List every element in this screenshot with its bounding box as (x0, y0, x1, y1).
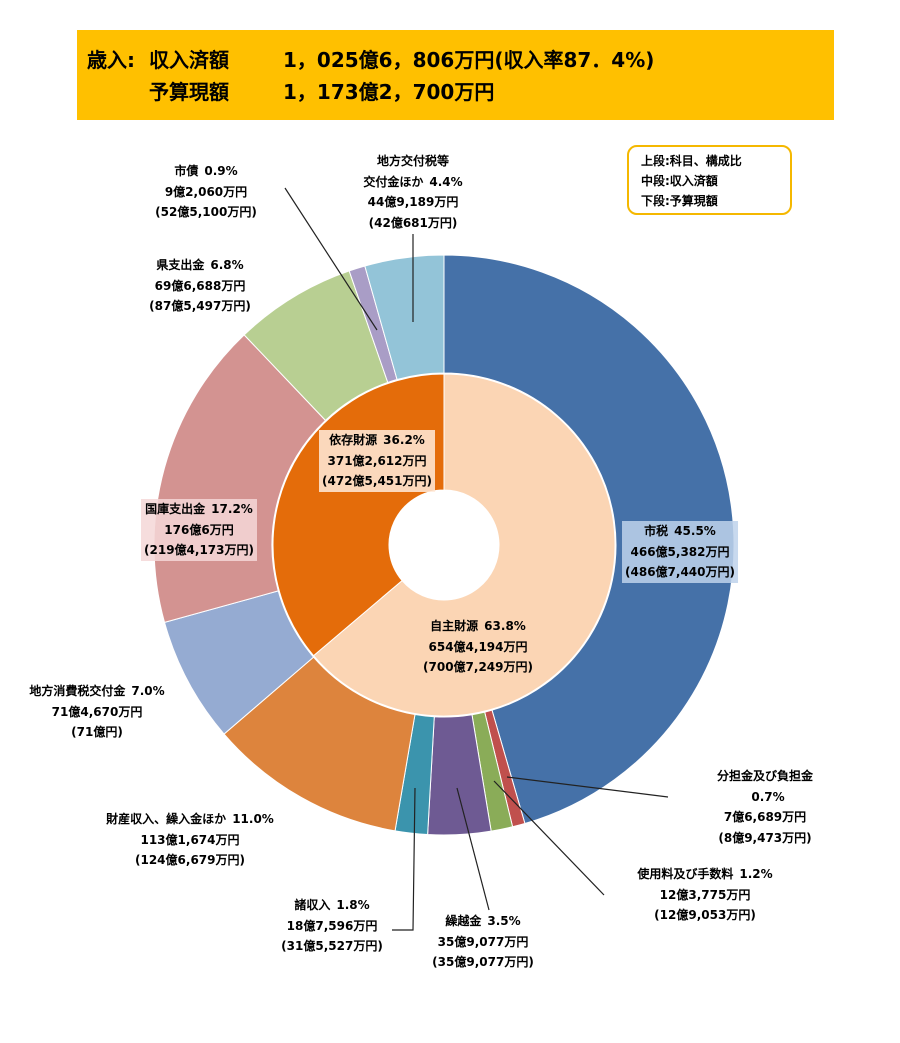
category-label: 分担金及び負担金 (716, 769, 813, 783)
header-value: 1，025億6，806万円(収入率87．4%) (283, 48, 655, 72)
amount-label: 7億6,689万円 (723, 810, 807, 824)
label-line: 市債 0.9% (155, 161, 257, 182)
budget-label: (12億9,053万円) (654, 908, 756, 922)
segment-label: 財産収入、繰入金ほか 11.0% 113億1,674万円 (124億6,679万円) (103, 809, 277, 871)
donut-segment (312, 373, 616, 717)
budget-label: (42億681万円) (368, 215, 458, 230)
value-label: 7.0% (131, 684, 165, 698)
label-line: 財産収入、繰入金ほか 11.0% (106, 809, 274, 830)
amount-label: 113億1,674万円 (140, 832, 240, 847)
note-line: 中段:収入済額 (641, 174, 718, 188)
value-label: 1.8% (336, 898, 370, 912)
amount-label: 176億6万円 (164, 522, 234, 537)
label-line: 依存財源 36.2% (322, 430, 432, 451)
header: 歳入: 収入済額 1，025億6，806万円(収入率87．4%) 予算現額 1，… (77, 30, 834, 120)
amount-label: 71億4,670万円 (51, 704, 143, 719)
category-label: 繰越金 (445, 914, 482, 928)
value-label: 63.8% (484, 619, 526, 633)
amount-label: 654億4,194万円 (428, 639, 528, 654)
leader-line (284, 187, 378, 331)
amount-label: 18億7,596万円 (286, 918, 378, 933)
header-prefix: 歳入: (87, 48, 135, 72)
value-label: 3.5% (487, 914, 521, 928)
leader-line (493, 780, 605, 896)
value-label: 0.9% (204, 164, 238, 178)
leader-line (506, 776, 669, 798)
leader-line (392, 787, 416, 931)
budget-label: (35億9,077万円) (432, 955, 534, 969)
label-line: 諸収入 1.8% (281, 895, 383, 916)
category-label: 財産収入、繰入金ほか (106, 812, 227, 826)
amount-label: 466億5,382万円 (630, 544, 730, 559)
budget-label: (52億5,100万円) (155, 205, 257, 219)
category-label: 地方消費税交付金 (29, 684, 126, 698)
value-label: 11.0% (232, 812, 274, 826)
donut-segment (443, 254, 735, 825)
value-label: 6.8% (210, 258, 244, 272)
label-line: 県支出金 6.8% (149, 255, 251, 276)
label-line: 使用料及び手数料 1.2% (637, 864, 772, 885)
segment-label: 使用料及び手数料 1.2% 12億3,775万円 (12億9,053万円) (634, 864, 775, 926)
budget-label: (486億7,440万円) (625, 565, 735, 579)
note-line: 下段:予算現額 (641, 194, 718, 208)
label-line: 地方消費税交付金 7.0% (29, 681, 164, 702)
segment-label: 分担金及び負担金 0.7% 7億6,689万円 (8億9,473万円) (698, 766, 833, 848)
segment-label: 国庫支出金 17.2% 176億6万円 (219億4,173万円) (141, 499, 257, 561)
segment-label: 県支出金 6.8% 69億6,688万円 (87億5,497万円) (146, 255, 254, 317)
header-value: 1，173億2，700万円 (283, 80, 495, 104)
donut-segment (364, 254, 445, 381)
value-label: 45.5% (674, 524, 716, 538)
header-label: 予算現額 (149, 80, 229, 104)
amount-label: 69億6,688万円 (154, 278, 246, 293)
label-line: 市税 45.5% (625, 521, 735, 542)
budget-label: (31億5,527万円) (281, 939, 383, 953)
value-label: 4.4% (429, 174, 463, 189)
value-label: 0.7% (751, 789, 785, 804)
value-label: 36.2% (383, 433, 425, 447)
amount-label: 35億9,077万円 (437, 934, 529, 949)
category-label: 市税 (644, 524, 669, 538)
segment-label: 市税 45.5% 466億5,382万円 (486億7,440万円) (622, 521, 738, 583)
category-label: 依存財源 (329, 433, 378, 447)
budget-label: (8億9,473万円) (718, 830, 812, 845)
segment-label: 市債 0.9% 9億2,060万円 (52億5,100万円) (152, 161, 260, 223)
budget-label: (71億円) (71, 725, 123, 739)
segment-label: 諸収入 1.8% 18億7,596万円 (31億5,527万円) (278, 895, 386, 957)
category-label: 地方交付税等 交付金ほか (363, 154, 450, 189)
amount-label: 9億2,060万円 (164, 184, 248, 199)
value-label: 17.2% (211, 502, 253, 516)
category-label: 国庫支出金 (145, 502, 206, 516)
budget-label: (87億5,497万円) (149, 299, 251, 313)
amount-label: 371億2,612万円 (327, 453, 427, 468)
label-line: 国庫支出金 17.2% (144, 499, 254, 520)
category-label: 使用料及び手数料 (637, 867, 734, 881)
segment-label: 地方交付税等 交付金ほか 4.4% 44億9,189万円 (42億681万円) (360, 151, 465, 233)
segment-label: 地方消費税交付金 7.0% 71億4,670万円 (71億円) (26, 681, 167, 743)
label-line: 分担金及び負担金 0.7% (701, 766, 830, 807)
segment-label: 依存財源 36.2% 371億2,612万円 (472億5,451万円) (319, 430, 435, 492)
note-line: 上段:科目、構成比 (641, 154, 742, 168)
value-label: 1.2% (739, 867, 773, 881)
segment-label: 自主財源 63.8% 654億4,194万円 (700億7,249万円) (420, 616, 536, 678)
budget-label: (124億6,679万円) (135, 853, 245, 867)
budget-label: (219億4,173万円) (144, 543, 254, 557)
budget-label: (700億7,249万円) (423, 660, 533, 674)
category-label: 諸収入 (294, 898, 331, 912)
segment-label: 繰越金 3.5% 35億9,077万円 (35億9,077万円) (429, 911, 537, 973)
leader-line (456, 787, 490, 911)
category-label: 県支出金 (156, 258, 205, 272)
header-label: 収入済額 (149, 48, 229, 72)
label-line: 繰越金 3.5% (432, 911, 534, 932)
label-line: 地方交付税等 交付金ほか 4.4% (363, 151, 462, 192)
amount-label: 12億3,775万円 (659, 887, 751, 902)
budget-label: (472億5,451万円) (322, 474, 432, 488)
legend-note: 上段:科目、構成比 中段:収入済額 下段:予算現額 (627, 145, 792, 215)
label-line: 自主財源 63.8% (423, 616, 533, 637)
amount-label: 44億9,189万円 (367, 195, 459, 209)
category-label: 市債 (174, 164, 199, 178)
category-label: 自主財源 (430, 619, 479, 633)
